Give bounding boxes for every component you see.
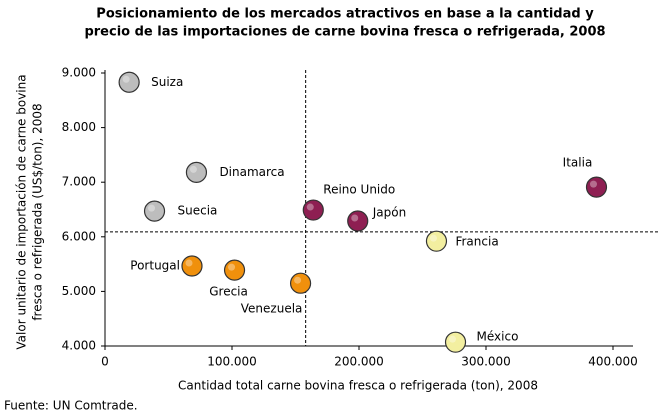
x-tick-label: 200.000	[334, 355, 384, 369]
point-highlight	[429, 234, 437, 242]
point	[143, 200, 166, 222]
point-highlight	[589, 180, 597, 188]
point	[444, 331, 467, 353]
point	[302, 199, 324, 221]
point-highlight	[228, 263, 236, 271]
point-label: Grecia	[209, 285, 248, 299]
point-label: Suecia	[178, 204, 218, 218]
point-highlight	[351, 214, 359, 222]
point-highlight	[148, 204, 156, 212]
point	[425, 230, 448, 252]
point-highlight	[306, 203, 314, 211]
point-label: Venezuela	[241, 302, 303, 316]
x-tick-label: 300.000	[461, 355, 511, 369]
point	[181, 255, 203, 277]
y-tick-label: 4.000	[62, 339, 96, 353]
point-highlight	[185, 259, 193, 267]
point-label: México	[477, 330, 519, 344]
x-tick-label: 100.000	[207, 355, 257, 369]
point-label: Reino Unido	[323, 183, 395, 197]
chart-title: precio de las importaciones de carne bov…	[84, 25, 605, 40]
point-highlight	[189, 165, 197, 173]
point-label: Francia	[455, 235, 498, 249]
point	[223, 259, 246, 281]
source: Fuente: UN Comtrade.	[4, 399, 138, 413]
y-tick-label: 5.000	[62, 284, 96, 298]
y-axis-label: fresca o refrigerada (US$/ton), 2008	[31, 103, 45, 320]
y-axis-label: Valor unitario de importación de carne b…	[15, 74, 29, 349]
point-label: Portugal	[130, 259, 180, 273]
y-tick-label: 6.000	[62, 229, 96, 243]
chart-title: Posicionamiento de los mercados atractiv…	[96, 7, 594, 22]
point-label: Japón	[372, 205, 406, 219]
point	[585, 176, 608, 198]
y-tick-label: 7.000	[62, 175, 96, 189]
point	[185, 161, 208, 183]
point	[118, 71, 140, 93]
point-highlight	[449, 335, 457, 343]
point-label: Suiza	[151, 75, 183, 89]
y-tick-label: 8.000	[62, 120, 96, 134]
point	[289, 272, 312, 294]
point-label: Italia	[563, 156, 593, 170]
point-highlight	[122, 75, 130, 83]
point	[347, 210, 369, 232]
y-tick-label: 9.000	[62, 66, 96, 80]
point-label: Dinamarca	[219, 165, 284, 179]
x-axis-label: Cantidad total carne bovina fresca o ref…	[178, 379, 538, 393]
x-tick-label: 400.000	[588, 355, 638, 369]
x-tick-label: 0	[101, 355, 109, 369]
point-highlight	[294, 276, 302, 284]
